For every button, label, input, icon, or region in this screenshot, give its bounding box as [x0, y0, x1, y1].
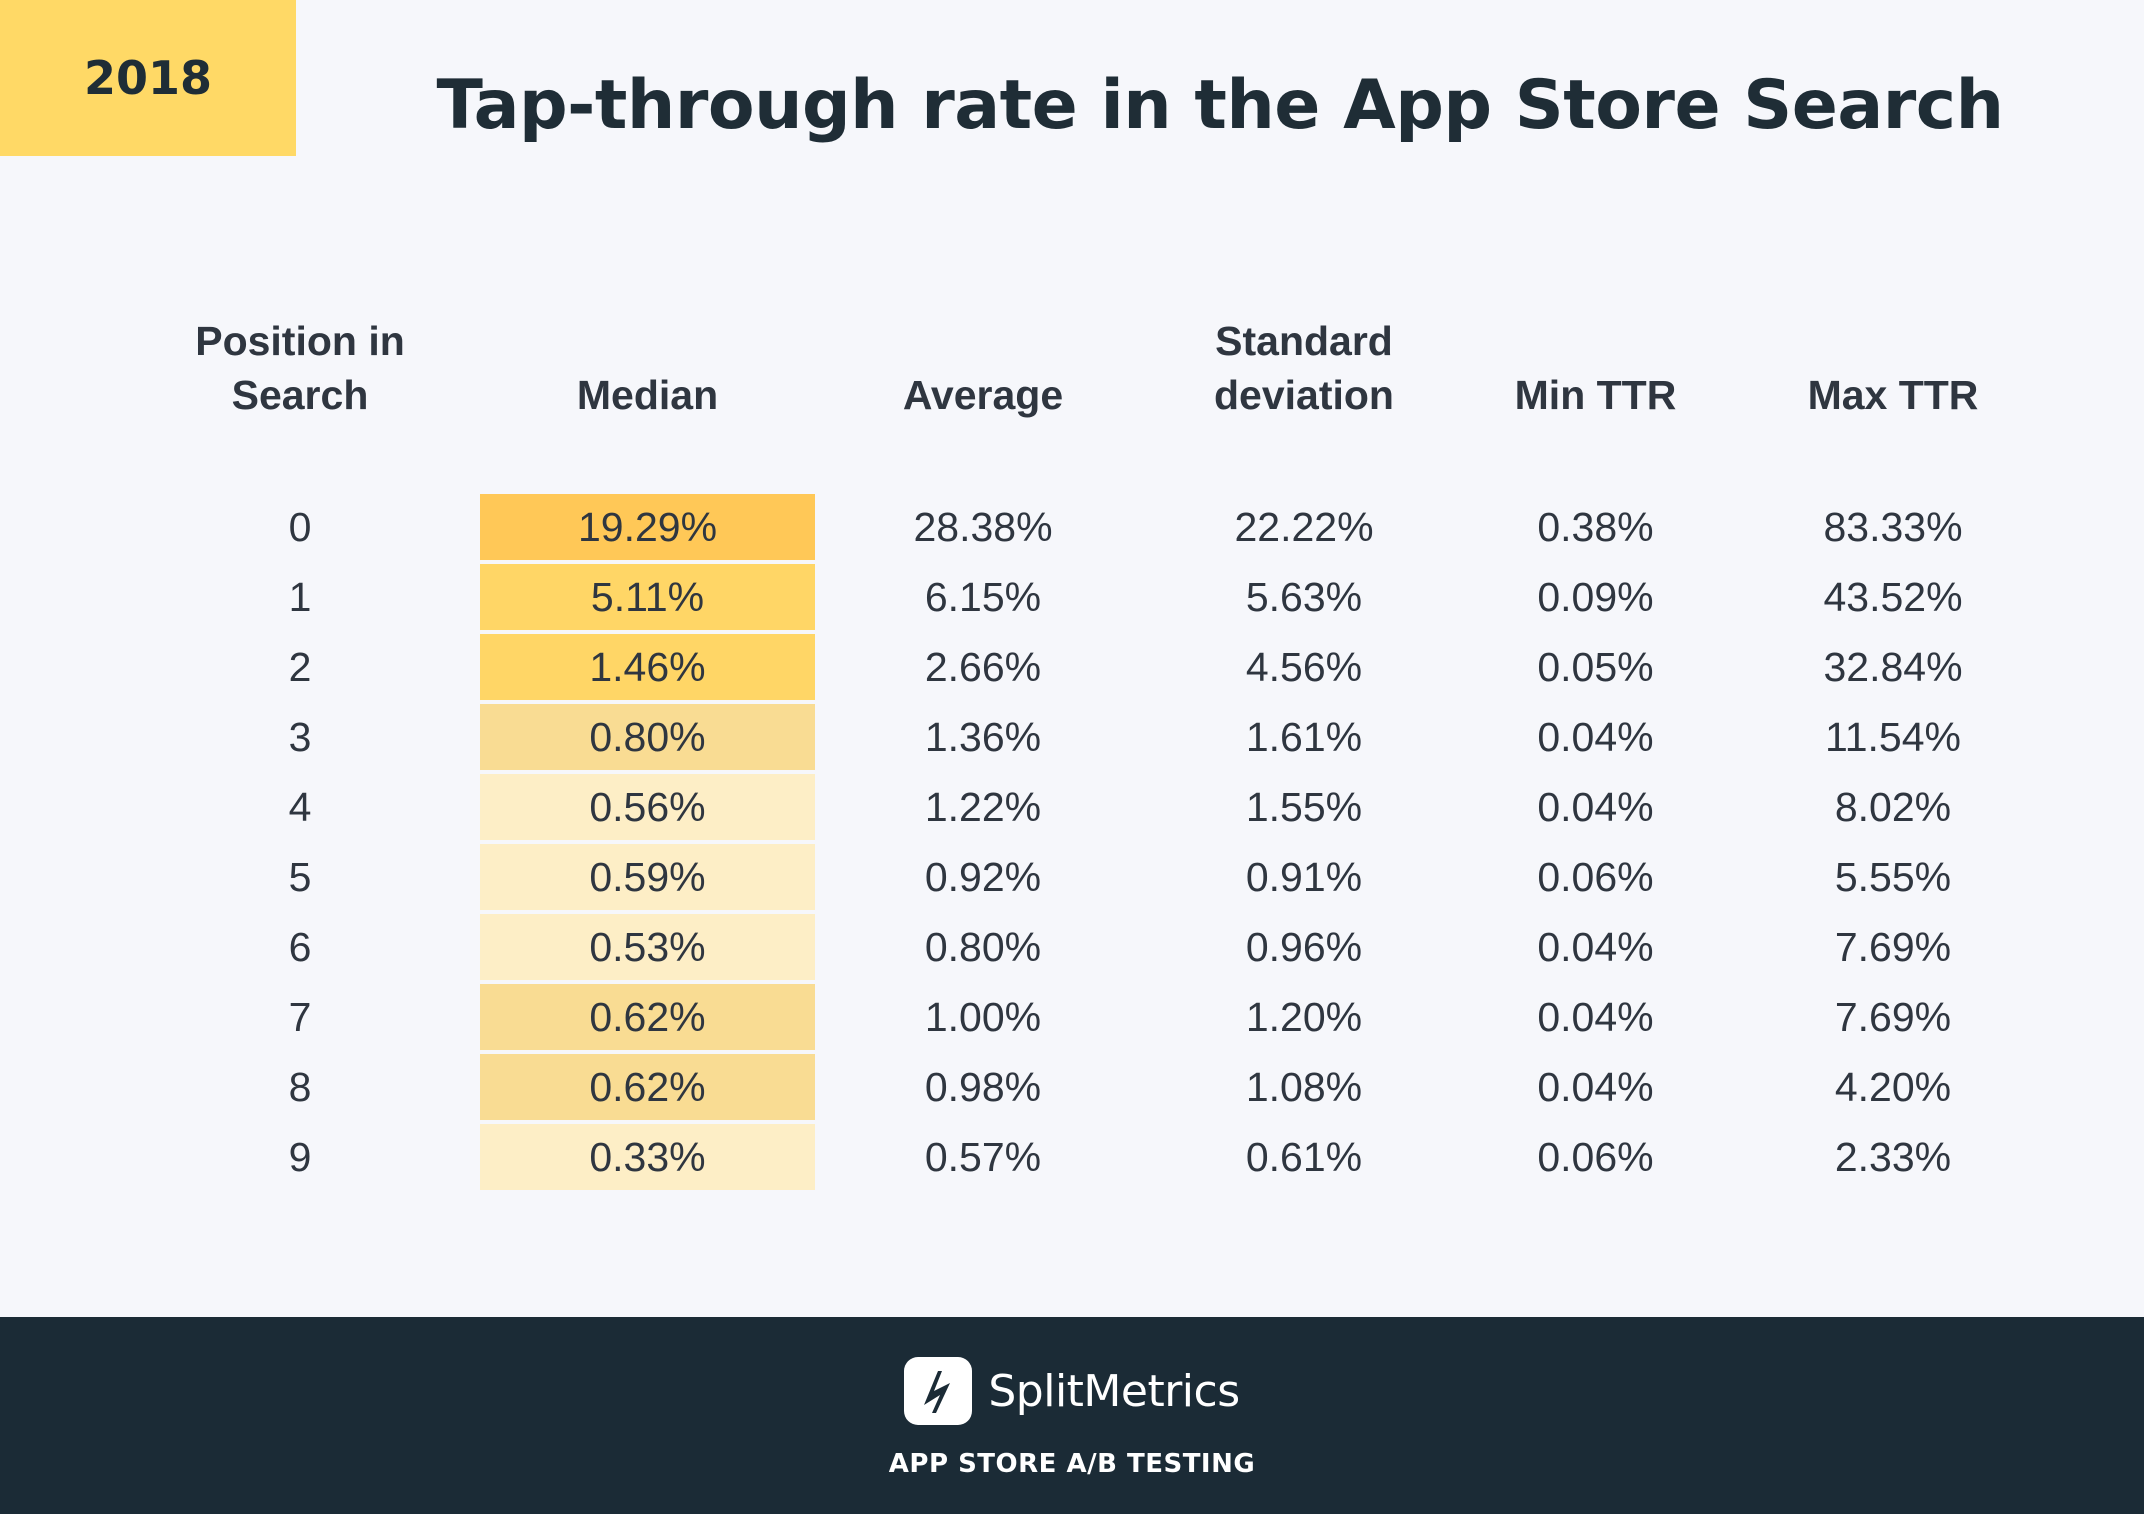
ttr-table: Position in Search Median Average Standa… — [120, 298, 2052, 1194]
median-cell: 19.29% — [480, 494, 815, 560]
max-ttr-cell: 7.69% — [1834, 923, 1952, 970]
table-row: 5 0.59% 0.92% 0.91% 0.06% 5.55% — [120, 844, 2052, 910]
min-ttr-cell: 0.04% — [1537, 713, 1654, 760]
standard-deviation-cell: 5.63% — [1245, 573, 1363, 620]
table-row: 8 0.62% 0.98% 1.08% 0.04% 4.20% — [120, 1054, 2052, 1120]
median-cell: 0.59% — [480, 844, 815, 910]
position-cell: 8 — [288, 1063, 312, 1110]
footer: SplitMetrics APP STORE A/B TESTING — [0, 1317, 2144, 1514]
splitmetrics-logo-icon — [904, 1357, 973, 1425]
min-ttr-cell: 0.05% — [1537, 643, 1654, 690]
average-cell: 0.80% — [924, 923, 1042, 970]
header-median: Median — [576, 372, 719, 418]
standard-deviation-cell: 4.56% — [1245, 643, 1363, 690]
min-ttr-cell: 0.09% — [1537, 573, 1654, 620]
min-ttr-cell: 0.06% — [1537, 853, 1654, 900]
position-cell: 4 — [288, 783, 312, 830]
average-cell: 1.22% — [924, 783, 1042, 830]
table-row: 6 0.53% 0.80% 0.96% 0.04% 7.69% — [120, 914, 2052, 980]
table-row: 7 0.62% 1.00% 1.20% 0.04% 7.69% — [120, 984, 2052, 1050]
brand-name: SplitMetrics — [988, 1365, 1240, 1417]
average-cell: 0.92% — [924, 853, 1042, 900]
median-cell: 0.62% — [480, 984, 815, 1050]
min-ttr-cell: 0.04% — [1537, 993, 1654, 1040]
position-cell: 7 — [288, 993, 312, 1040]
min-ttr-cell: 0.06% — [1537, 1133, 1654, 1180]
max-ttr-cell: 4.20% — [1834, 1063, 1952, 1110]
standard-deviation-cell: 1.55% — [1245, 783, 1363, 830]
standard-deviation-cell: 0.91% — [1245, 853, 1363, 900]
position-cell: 3 — [288, 713, 312, 760]
max-ttr-cell: 83.33% — [1823, 503, 1963, 550]
position-cell: 6 — [288, 923, 312, 970]
average-cell: 1.00% — [924, 993, 1042, 1040]
position-cell: 0 — [288, 503, 312, 550]
max-ttr-cell: 43.52% — [1823, 573, 1963, 620]
position-cell: 5 — [288, 853, 312, 900]
page-title: Tap-through rate in the App Store Search — [436, 66, 2004, 145]
table-row: 1 5.11% 6.15% 5.63% 0.09% 43.52% — [120, 564, 2052, 630]
standard-deviation-cell: 1.20% — [1245, 993, 1363, 1040]
median-cell: 5.11% — [480, 564, 815, 630]
table-row: 2 1.46% 2.66% 4.56% 0.05% 32.84% — [120, 634, 2052, 700]
table-row: 3 0.80% 1.36% 1.61% 0.04% 11.54% — [120, 704, 2052, 770]
median-cell: 0.53% — [480, 914, 815, 980]
average-cell: 2.66% — [924, 643, 1042, 690]
max-ttr-cell: 5.55% — [1834, 853, 1952, 900]
min-ttr-cell: 0.38% — [1537, 503, 1654, 550]
header-position: Position in Search — [195, 318, 405, 418]
max-ttr-cell: 8.02% — [1834, 783, 1952, 830]
median-cell: 0.80% — [480, 704, 815, 770]
max-ttr-cell: 11.54% — [1824, 713, 1961, 760]
standard-deviation-cell: 1.08% — [1245, 1063, 1363, 1110]
max-ttr-cell: 7.69% — [1834, 993, 1952, 1040]
header-max-ttr: Max TTR — [1807, 372, 1979, 418]
standard-deviation-cell: 0.96% — [1245, 923, 1363, 970]
max-ttr-cell: 2.33% — [1834, 1133, 1952, 1180]
average-cell: 0.98% — [924, 1063, 1042, 1110]
standard-deviation-cell: 1.61% — [1245, 713, 1363, 760]
max-ttr-cell: 32.84% — [1823, 643, 1963, 690]
tagline: APP STORE A/B TESTING — [888, 1449, 1256, 1479]
year-badge: 2018 — [0, 0, 296, 156]
average-cell: 28.38% — [913, 503, 1053, 550]
standard-deviation-cell: 22.22% — [1234, 503, 1374, 550]
average-cell: 0.57% — [924, 1133, 1042, 1180]
min-ttr-cell: 0.04% — [1537, 1063, 1654, 1110]
header-min-ttr: Min TTR — [1514, 372, 1677, 418]
standard-deviation-cell: 0.61% — [1245, 1133, 1363, 1180]
min-ttr-cell: 0.04% — [1537, 923, 1654, 970]
median-cell: 0.62% — [480, 1054, 815, 1120]
position-cell: 1 — [288, 573, 312, 620]
table-row: 4 0.56% 1.22% 1.55% 0.04% 8.02% — [120, 774, 2052, 840]
median-cell: 1.46% — [480, 634, 815, 700]
min-ttr-cell: 0.04% — [1537, 783, 1654, 830]
table-body: 0 19.29% 28.38% 22.22% 0.38% 83.33% 1 5.11% 6.15… — [120, 494, 2052, 1190]
header-standard-deviation: Standard deviation — [1214, 318, 1394, 418]
position-cell: 9 — [288, 1133, 312, 1180]
average-cell: 6.15% — [924, 573, 1042, 620]
median-cell: 0.33% — [480, 1124, 815, 1190]
header-average: Average — [902, 372, 1064, 418]
average-cell: 1.36% — [924, 713, 1042, 760]
brand-logo: SplitMetrics — [0, 1357, 2144, 1425]
year-label: 2018 — [83, 51, 213, 105]
position-cell: 2 — [288, 643, 312, 690]
table-row: 0 19.29% 28.38% 22.22% 0.38% 83.33% — [120, 494, 2052, 560]
median-cell: 0.56% — [480, 774, 815, 840]
table-row: 9 0.33% 0.57% 0.61% 0.06% 2.33% — [120, 1124, 2052, 1190]
